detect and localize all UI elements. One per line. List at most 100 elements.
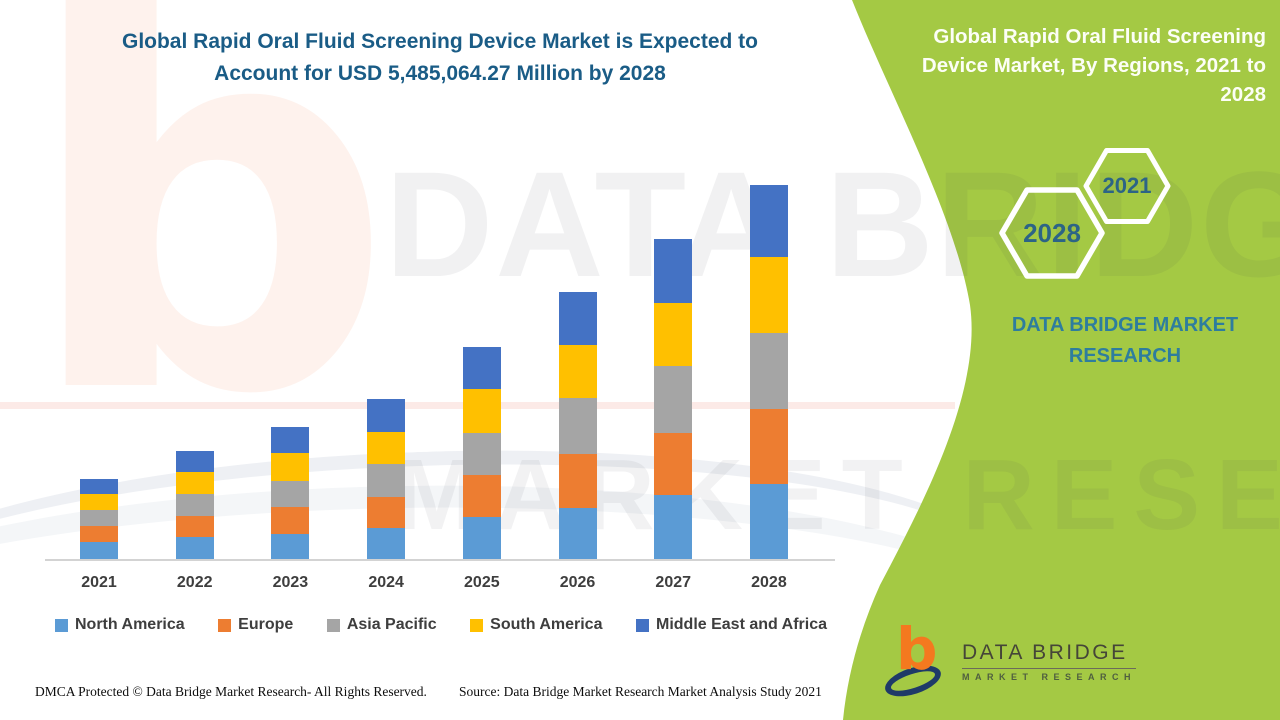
legend-swatch-north-america (55, 618, 68, 632)
bar-segment-2027-north-america (654, 495, 693, 559)
bar-segment-2026-south-america (558, 345, 597, 398)
x-axis-line (45, 559, 835, 561)
bar-2024 (367, 399, 406, 559)
brand-letter-watermark: b (22, 0, 395, 508)
hexagon-2021-label: 2021 (1102, 173, 1152, 198)
legend-label-middle-east-and-africa: Middle East and Africa (656, 616, 827, 633)
x-axis-label-2022: 2022 (176, 574, 213, 591)
legend-item-europe: Europe (218, 616, 293, 634)
legend-item-asia-pacific: Asia Pacific (326, 616, 437, 634)
bar-segment-2028-south-america (749, 257, 788, 333)
bar-2023 (271, 427, 310, 559)
bar-segment-2025-asia-pacific (462, 433, 501, 475)
bar-segment-2027-middle-east-and-africa (654, 239, 693, 303)
brand-wordmark-line2: RESEARCH (1068, 345, 1182, 367)
x-axis-label-2026: 2026 (559, 574, 596, 591)
bar-segment-2021-north-america (80, 542, 118, 559)
logo-subtitle: MARKET RESEARCH (962, 672, 1137, 682)
bar-segment-2023-middle-east-and-africa (271, 427, 310, 453)
legend-label-europe: Europe (238, 616, 294, 633)
bar-segment-2021-south-america (80, 494, 118, 510)
bar-segment-2028-asia-pacific (749, 333, 788, 409)
bar-segment-2027-europe (654, 433, 693, 495)
bar-segment-2028-north-america (749, 484, 788, 559)
legend-swatch-asia-pacific (326, 618, 340, 632)
bar-segment-2025-middle-east-and-africa (462, 347, 501, 389)
bar-segment-2026-north-america (558, 508, 597, 559)
bar-segment-2026-middle-east-and-africa (558, 292, 597, 345)
chart-title-line1: Global Rapid Oral Fluid Screening Device… (121, 30, 758, 53)
source-note: Source: Data Bridge Market Research Mark… (459, 684, 822, 699)
logo-b-glyph: b (896, 615, 938, 683)
bar-segment-2026-europe (558, 454, 597, 508)
bar-segment-2023-europe (271, 507, 310, 534)
side-panel-title: Global Rapid Oral Fluid Screening Device… (864, 22, 1266, 109)
x-axis-label-2023: 2023 (272, 574, 309, 591)
bar-segment-2022-south-america (175, 472, 214, 494)
bar-segment-2024-asia-pacific (367, 464, 406, 497)
chart-legend: North America Europe Asia Pacific South Ame… (55, 616, 827, 634)
bar-segment-2026-asia-pacific (558, 398, 597, 454)
chart-title-line2: Account for USD 5,485,064.27 Million by … (214, 61, 666, 85)
bar-2028 (749, 185, 788, 559)
x-axis-label-2025: 2025 (464, 574, 500, 591)
brand-wordmark: DATA BRIDGE MARKET RESEARCH (975, 310, 1275, 372)
bar-segment-2027-asia-pacific (654, 366, 693, 433)
legend-swatch-europe (218, 618, 232, 632)
legend-label-north-america: North America (75, 616, 185, 633)
bar-segment-2023-south-america (271, 453, 310, 481)
legend-label-south-america: South America (490, 616, 603, 633)
bar-segment-2024-north-america (367, 528, 406, 559)
legend-swatch-middle-east-and-africa (636, 618, 649, 632)
bar-segment-2023-asia-pacific (271, 481, 310, 507)
legend-item-middle-east-and-africa: Middle East and Africa (636, 616, 827, 634)
data-bridge-logo-icon: b (881, 620, 952, 703)
bar-segment-2025-south-america (462, 389, 501, 433)
bar-segment-2028-middle-east-and-africa (749, 185, 788, 257)
logo-text-block: DATA BRIDGE MARKET RESEARCH (962, 636, 1137, 682)
bar-segment-2022-north-america (175, 537, 214, 559)
bar-2027 (654, 239, 693, 559)
x-axis-label-2021: 2021 (81, 574, 117, 591)
bar-segment-2024-europe (367, 497, 406, 528)
bar-segment-2022-europe (175, 516, 214, 537)
hexagon-2021-outline (1083, 148, 1171, 224)
x-axis-label-2027: 2027 (655, 574, 692, 591)
bar-segment-2025-europe (462, 475, 501, 517)
hexagon-2028-outline (999, 187, 1105, 279)
bar-segment-2021-europe (80, 526, 118, 542)
bar-segment-2028-europe (749, 409, 788, 484)
bar-segment-2024-south-america (367, 432, 406, 464)
side-panel-title-line2: Device Market, By Regions, 2021 to (921, 54, 1266, 78)
side-panel-title-line1: Global Rapid Oral Fluid Screening (933, 25, 1266, 48)
data-bridge-logo: b DATA BRIDGE MARKET RESEARCH (881, 620, 1137, 703)
bar-segment-2027-south-america (654, 303, 693, 366)
bar-segment-2025-north-america (462, 517, 501, 559)
legend-label-asia-pacific: Asia Pacific (346, 616, 437, 633)
brand-wordmark-line1: DATA BRIDGE MARKET (1011, 314, 1239, 336)
x-axis-label-2028: 2028 (751, 574, 787, 591)
bar-segment-2021-asia-pacific (80, 510, 118, 526)
bar-2022 (175, 451, 214, 559)
chart-title: Global Rapid Oral Fluid Screening Device… (60, 26, 820, 89)
bar-segment-2022-asia-pacific (175, 494, 214, 516)
x-axis-label-2024: 2024 (368, 574, 404, 591)
side-panel-title-line3: 2028 (1220, 83, 1266, 107)
hexagon-badges (999, 148, 1171, 279)
bar-2021 (80, 479, 118, 559)
bar-segment-2024-middle-east-and-africa (367, 399, 406, 432)
text-watermark-line2: MARKET RESEARCH (395, 439, 1280, 551)
green-panel-shape (843, 0, 1280, 720)
bar-segment-2021-middle-east-and-africa (80, 479, 118, 494)
bar-segment-2023-north-america (271, 534, 310, 559)
legend-item-south-america: South America (470, 616, 602, 634)
stacked-bar-plot-area (80, 184, 788, 559)
hexagon-2028-label: 2028 (1023, 218, 1081, 248)
dmca-notice: DMCA Protected © Data Bridge Market Rese… (35, 684, 427, 699)
legend-item-north-america: North America (55, 616, 185, 634)
legend-swatch-south-america (470, 618, 484, 632)
bar-2025 (462, 347, 501, 559)
logo-name: DATA BRIDGE (962, 641, 1137, 669)
